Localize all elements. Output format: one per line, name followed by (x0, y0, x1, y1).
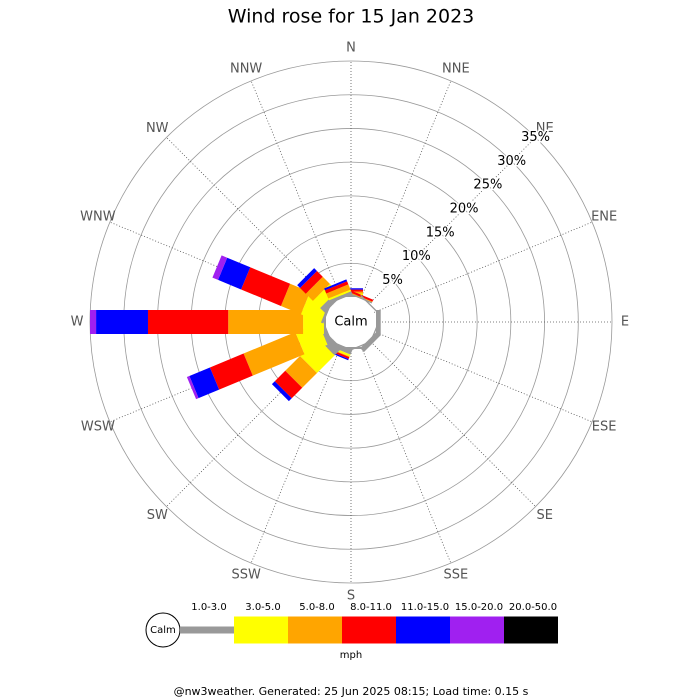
r-tick-label: 15% (426, 225, 455, 240)
r-tick-label: 35% (521, 130, 550, 145)
wind-segment (271, 381, 292, 402)
spoke (250, 80, 342, 300)
spoke (373, 331, 593, 423)
wind-segment (241, 267, 291, 306)
legend-swatch (180, 626, 234, 634)
wind-segment (324, 281, 349, 294)
direction-label: WNW (80, 210, 116, 225)
spoke (360, 80, 452, 300)
spoke (368, 137, 536, 305)
direction-label: SW (147, 508, 168, 523)
wind-segment (147, 310, 229, 334)
direction-label: ESE (592, 419, 617, 434)
spoke (166, 137, 334, 305)
direction-label: NE (536, 121, 554, 136)
legend-label: 15.0-20.0 (455, 602, 503, 613)
wind-segment (300, 271, 323, 294)
wind-segment (212, 255, 228, 280)
legend-swatch (450, 616, 504, 644)
wind-segment (300, 338, 335, 373)
direction-label: NNE (442, 61, 470, 76)
direction-label: NW (146, 121, 169, 136)
legend-swatch (504, 616, 558, 644)
legend-swatch (234, 616, 288, 644)
r-tick-label: 5% (382, 273, 403, 288)
direction-label: SE (537, 508, 553, 523)
calm-label: Calm (334, 315, 367, 330)
wind-segment (186, 375, 199, 400)
legend-swatch (288, 616, 342, 644)
wind-segment (360, 294, 379, 313)
wind-segment (243, 332, 305, 376)
footer: @nw3weather. Generated: 25 Jun 2025 08:1… (174, 685, 529, 698)
legend-calm-label: Calm (150, 625, 176, 636)
chart-title: Wind rose for 15 Jan 2023 (228, 6, 475, 28)
calm-circle (326, 297, 376, 347)
legend-label: 5.0-8.0 (299, 602, 334, 613)
wind-segment (274, 370, 303, 399)
legend-swatch (342, 616, 396, 644)
r-tick-label: 30% (497, 154, 526, 169)
spoke (373, 221, 593, 313)
wind-segment (96, 310, 148, 334)
spoke (360, 344, 452, 564)
legend-label: 3.0-5.0 (245, 602, 280, 613)
direction-label: S (347, 589, 355, 604)
legend-label: 1.0-3.0 (191, 602, 226, 613)
spoke (250, 344, 342, 564)
wind-segment (186, 376, 197, 400)
wind-segment (212, 255, 222, 278)
legend-unit: mph (340, 650, 362, 661)
wind-segment (280, 283, 311, 315)
wind-segment (329, 291, 353, 304)
direction-label: WSW (81, 419, 115, 434)
legend-swatch (396, 616, 450, 644)
wind-segment (90, 310, 97, 334)
r-tick-label: 10% (402, 249, 431, 264)
wind-segment (324, 279, 348, 291)
direction-label: SSW (231, 568, 261, 583)
direction-label: ENE (591, 210, 617, 225)
r-tick-label: 20% (450, 201, 479, 216)
wind-segment (349, 292, 373, 303)
direction-label: SSE (443, 568, 468, 583)
legend-label: 20.0-50.0 (509, 602, 557, 613)
spoke (368, 339, 536, 507)
wind-segment (328, 289, 352, 301)
wind-segment (209, 353, 253, 390)
direction-label: E (621, 315, 629, 330)
legend-label: 8.0-11.0 (350, 602, 392, 613)
wind-segment (305, 276, 330, 301)
wind-segment (189, 367, 220, 399)
wind-segment (326, 284, 351, 299)
direction-label: N (346, 41, 356, 56)
wind-segment (228, 310, 304, 334)
direction-label: NNW (230, 61, 262, 76)
wind-segment (297, 268, 318, 289)
legend-label: 11.0-15.0 (401, 602, 449, 613)
r-tick-label: 25% (473, 178, 502, 193)
wind-segment (218, 257, 251, 290)
direction-label: W (71, 315, 84, 330)
wind-segment (285, 355, 318, 388)
